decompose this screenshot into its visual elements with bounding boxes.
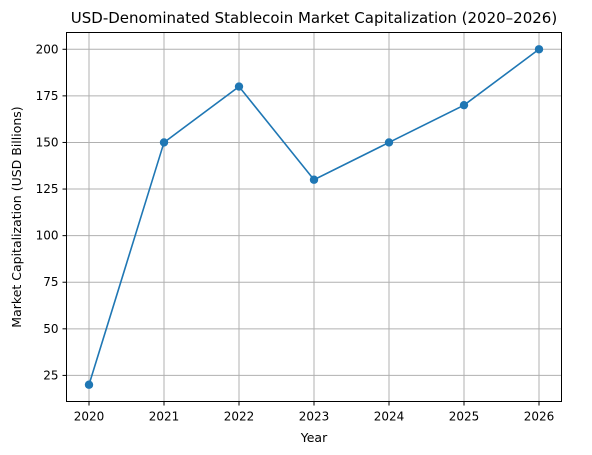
x-tick-label: 2024 [374, 410, 405, 424]
x-tick-label: 2020 [74, 410, 105, 424]
y-tick-label: 175 [36, 89, 59, 103]
y-tick-label: 75 [43, 275, 58, 289]
y-tick-label: 200 [36, 42, 59, 56]
y-tick-label: 100 [36, 229, 59, 243]
data-point-marker [159, 138, 169, 147]
data-point-marker [309, 175, 319, 184]
data-point-marker [384, 138, 394, 147]
x-tick-label: 2022 [224, 410, 255, 424]
y-axis: 25 50 75 100 125 150 175 200 [36, 42, 67, 382]
x-tick-label: 2023 [299, 410, 330, 424]
y-tick-label: 25 [43, 368, 58, 382]
y-tick-label: 50 [43, 322, 58, 336]
x-axis: 2020 2021 2022 2023 2024 2025 2026 [74, 401, 555, 424]
series-group [84, 45, 544, 389]
chart-title: USD-Denominated Stablecoin Market Capita… [71, 9, 557, 27]
data-point-marker [459, 100, 469, 110]
x-tick-label: 2025 [449, 410, 480, 424]
x-axis-label: Year [300, 430, 328, 445]
data-point-marker [84, 380, 94, 389]
y-tick-label: 125 [36, 182, 59, 196]
y-tick-label: 150 [36, 135, 59, 149]
data-point-marker [234, 82, 244, 91]
x-tick-label: 2021 [149, 410, 180, 424]
y-axis-label: Market Capitalization (USD Billions) [9, 106, 24, 327]
data-point-marker [534, 45, 544, 54]
x-tick-label: 2026 [524, 410, 555, 424]
